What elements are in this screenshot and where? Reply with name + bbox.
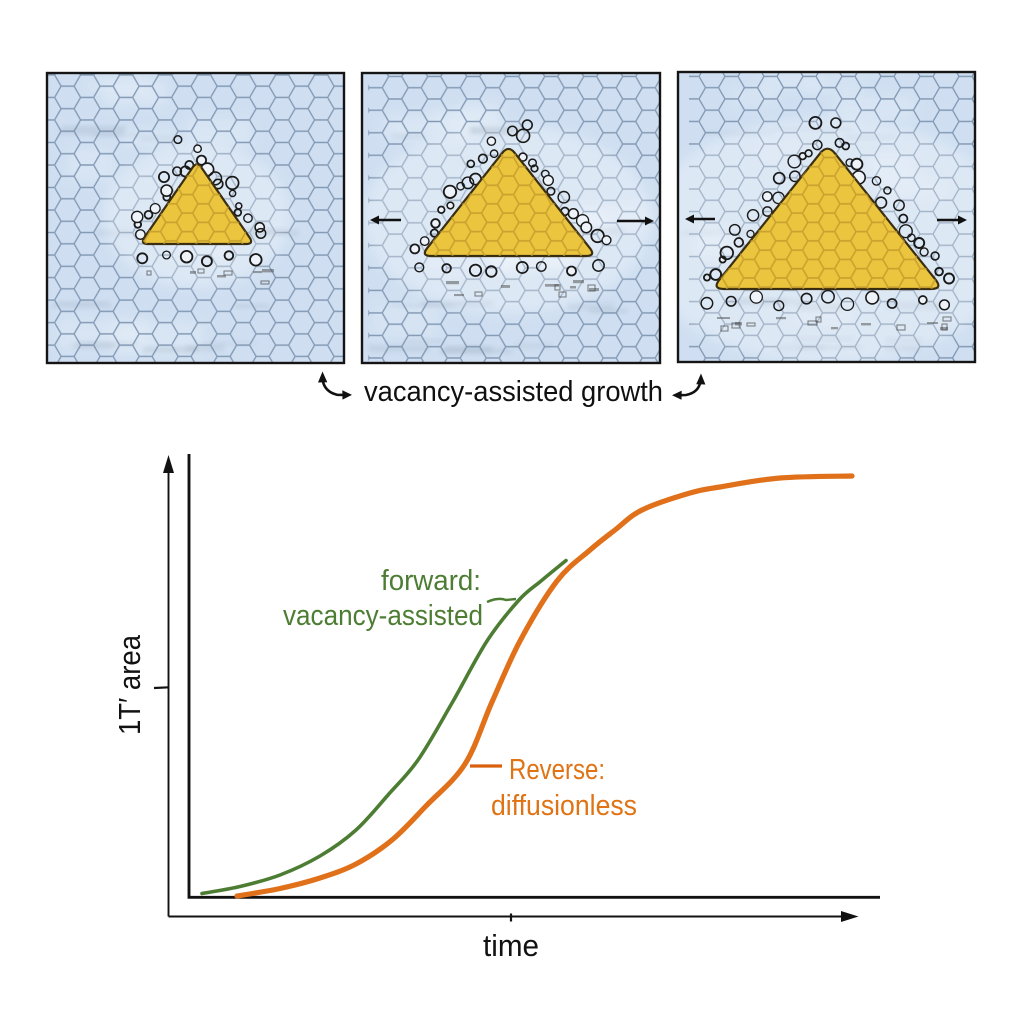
svg-text:forward:: forward: [381, 565, 481, 597]
svg-text:vacancy-assisted: vacancy-assisted [283, 600, 483, 632]
svg-text:vacancy-assisted growth: vacancy-assisted growth [364, 376, 663, 408]
svg-text:time: time [483, 928, 539, 963]
svg-text:1T′ area: 1T′ area [112, 634, 147, 735]
svg-text:diffusionless: diffusionless [491, 790, 637, 822]
svg-text:Reverse:: Reverse: [509, 754, 605, 786]
